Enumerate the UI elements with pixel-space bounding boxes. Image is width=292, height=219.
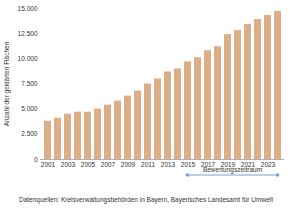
- html-text:Datenquellen: Kreisverwaltungs: Datenquellen: Kreisverwaltungsbehörden i…: [19, 196, 273, 203]
- svg-text:2015: 2015: [181, 161, 196, 168]
- svg-text:2003: 2003: [61, 161, 76, 168]
- svg-text:15.000: 15.000: [18, 5, 38, 12]
- svg-text:2011: 2011: [141, 161, 155, 168]
- svg-text:2.500: 2.500: [21, 130, 38, 137]
- svg-text:0: 0: [34, 156, 38, 163]
- svg-text:2023: 2023: [261, 161, 276, 168]
- svg-text:2007: 2007: [101, 161, 116, 168]
- svg-text:2005: 2005: [81, 161, 96, 168]
- svg-text:2019: 2019: [220, 161, 236, 169]
- svg-text:2021: 2021: [240, 161, 256, 169]
- svg-text:10.000: 10.000: [18, 55, 38, 62]
- svg-text:2013: 2013: [161, 161, 176, 168]
- svg-text:Anzahl der geklärten Flächen: Anzahl der geklärten Flächen: [3, 41, 11, 126]
- svg-text:2017: 2017: [200, 161, 216, 169]
- svg-text:5.000: 5.000: [21, 105, 38, 112]
- svg-text:12.500: 12.500: [18, 30, 38, 37]
- svg-text:2001: 2001: [41, 161, 56, 168]
- svg-text:7.500: 7.500: [21, 80, 38, 87]
- svg-text:Bewertungszeitraum: Bewertungszeitraum: [203, 166, 262, 174]
- svg-text:2009: 2009: [121, 161, 136, 168]
